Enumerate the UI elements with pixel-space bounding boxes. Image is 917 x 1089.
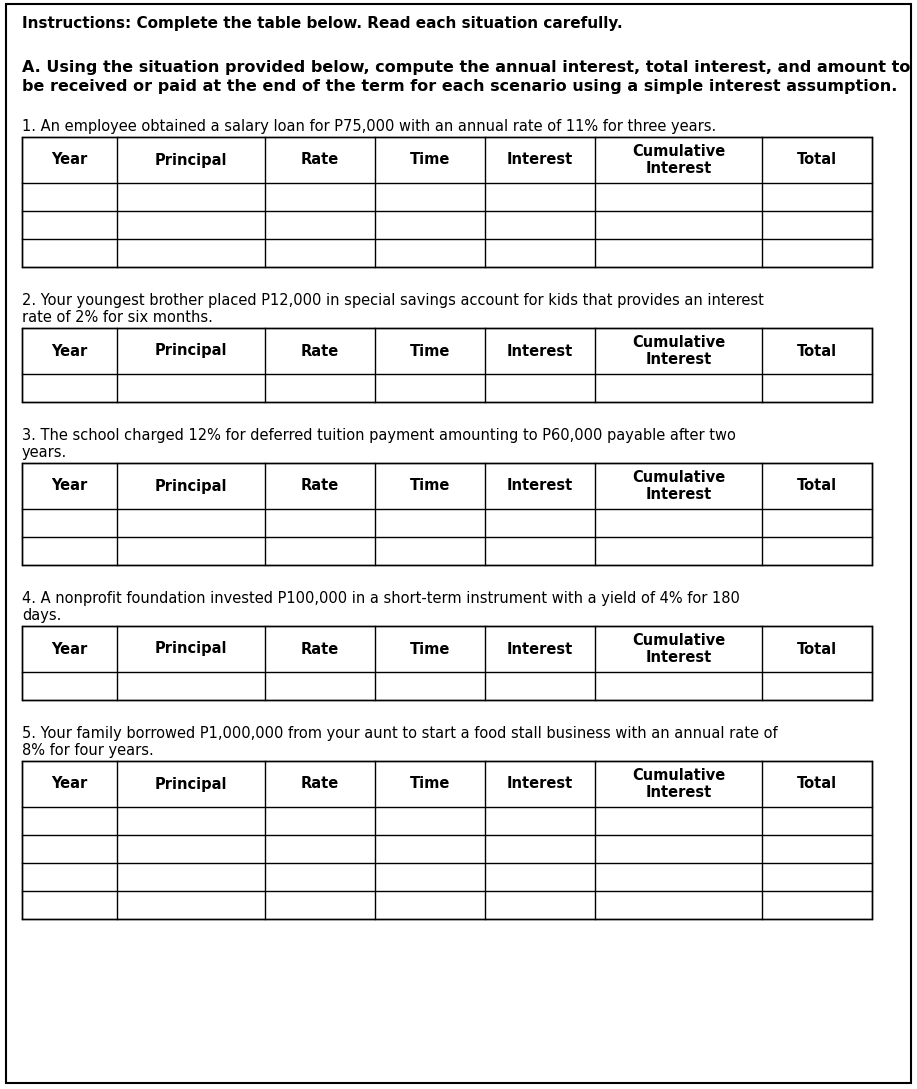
Text: Year: Year bbox=[51, 343, 88, 358]
Text: 8% for four years.: 8% for four years. bbox=[22, 743, 154, 758]
Text: Total: Total bbox=[797, 152, 837, 168]
Text: 2. Your youngest brother placed P12,000 in special savings account for kids that: 2. Your youngest brother placed P12,000 … bbox=[22, 293, 764, 308]
Text: Cumulative
Interest: Cumulative Interest bbox=[632, 144, 725, 176]
Text: Interest: Interest bbox=[507, 343, 573, 358]
Text: Year: Year bbox=[51, 776, 88, 792]
Text: Time: Time bbox=[410, 478, 450, 493]
Text: Rate: Rate bbox=[301, 478, 339, 493]
Bar bbox=[22, 626, 872, 700]
Text: Principal: Principal bbox=[155, 641, 227, 657]
Text: Year: Year bbox=[51, 478, 88, 493]
Text: Rate: Rate bbox=[301, 641, 339, 657]
Text: Total: Total bbox=[797, 478, 837, 493]
Text: Rate: Rate bbox=[301, 152, 339, 168]
Text: Time: Time bbox=[410, 343, 450, 358]
Text: Interest: Interest bbox=[507, 776, 573, 792]
Text: Interest: Interest bbox=[507, 478, 573, 493]
Text: Time: Time bbox=[410, 776, 450, 792]
Text: 5. Your family borrowed P1,000,000 from your aunt to start a food stall business: 5. Your family borrowed P1,000,000 from … bbox=[22, 726, 778, 741]
Text: 4. A nonprofit foundation invested P100,000 in a short-term instrument with a yi: 4. A nonprofit foundation invested P100,… bbox=[22, 591, 740, 605]
Bar bbox=[22, 761, 872, 919]
Text: Interest: Interest bbox=[507, 152, 573, 168]
Text: years.: years. bbox=[22, 445, 67, 460]
Text: Rate: Rate bbox=[301, 343, 339, 358]
Text: Year: Year bbox=[51, 641, 88, 657]
Text: A. Using the situation provided below, compute the annual interest, total intere: A. Using the situation provided below, c… bbox=[22, 60, 911, 75]
Text: days.: days. bbox=[22, 608, 61, 623]
Bar bbox=[22, 463, 872, 565]
Text: Principal: Principal bbox=[155, 776, 227, 792]
Bar bbox=[22, 137, 872, 267]
Text: Cumulative
Interest: Cumulative Interest bbox=[632, 334, 725, 367]
Text: Principal: Principal bbox=[155, 152, 227, 168]
Bar bbox=[22, 328, 872, 402]
Text: Cumulative
Interest: Cumulative Interest bbox=[632, 469, 725, 502]
Text: 1. An employee obtained a salary loan for P75,000 with an annual rate of 11% for: 1. An employee obtained a salary loan fo… bbox=[22, 119, 716, 134]
Text: Year: Year bbox=[51, 152, 88, 168]
Text: Total: Total bbox=[797, 776, 837, 792]
Text: Interest: Interest bbox=[507, 641, 573, 657]
Text: Principal: Principal bbox=[155, 478, 227, 493]
Text: be received or paid at the end of the term for each scenario using a simple inte: be received or paid at the end of the te… bbox=[22, 79, 898, 94]
Text: Rate: Rate bbox=[301, 776, 339, 792]
Text: Cumulative
Interest: Cumulative Interest bbox=[632, 768, 725, 800]
Text: Total: Total bbox=[797, 641, 837, 657]
Text: Time: Time bbox=[410, 641, 450, 657]
Text: Time: Time bbox=[410, 152, 450, 168]
Text: 3. The school charged 12% for deferred tuition payment amounting to P60,000 paya: 3. The school charged 12% for deferred t… bbox=[22, 428, 735, 443]
Text: Principal: Principal bbox=[155, 343, 227, 358]
Text: Cumulative
Interest: Cumulative Interest bbox=[632, 633, 725, 665]
Text: Instructions: Complete the table below. Read each situation carefully.: Instructions: Complete the table below. … bbox=[22, 16, 623, 30]
Text: rate of 2% for six months.: rate of 2% for six months. bbox=[22, 310, 213, 325]
Text: Total: Total bbox=[797, 343, 837, 358]
